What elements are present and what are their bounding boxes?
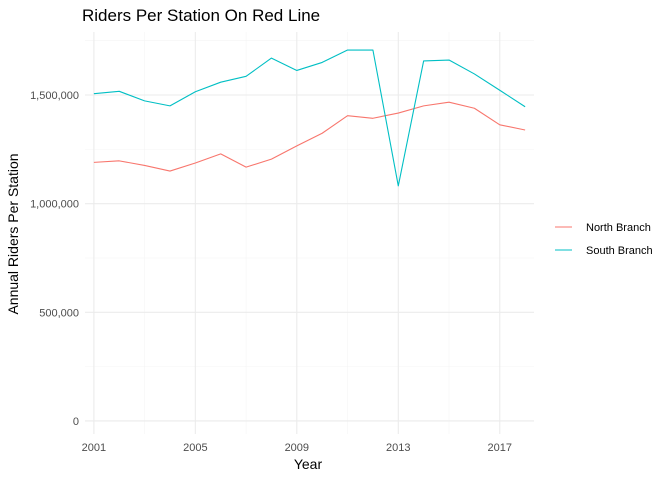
- x-tick-label: 2017: [488, 442, 512, 454]
- y-tick-label: 500,000: [39, 307, 79, 319]
- y-axis-title: Annual Riders Per Station: [5, 153, 21, 314]
- x-axis-title: Year: [294, 456, 323, 472]
- legend-label-south-branch: South Branch: [586, 245, 653, 257]
- x-tick-label: 2001: [82, 442, 106, 454]
- y-tick-label: 1,500,000: [30, 90, 79, 102]
- chart-title: Riders Per Station On Red Line: [82, 6, 320, 25]
- x-tick-label: 2013: [386, 442, 410, 454]
- x-tick-label: 2005: [183, 442, 207, 454]
- south-branch-line: [93, 49, 526, 187]
- series-lines: [93, 49, 526, 187]
- x-tick-label: 2009: [285, 442, 309, 454]
- legend-label-north-branch: North Branch: [586, 222, 651, 234]
- x-axis-ticks: 2001 2005 2009 2013 2017: [82, 442, 512, 454]
- legend: North Branch South Branch: [555, 222, 653, 257]
- north-branch-line: [93, 101, 526, 172]
- y-tick-label: 1,000,000: [30, 199, 79, 211]
- y-tick-label: 0: [73, 416, 79, 428]
- y-axis-ticks: 0 500,000 1,000,000 1,500,000: [30, 90, 79, 428]
- grid-lines: [85, 32, 534, 434]
